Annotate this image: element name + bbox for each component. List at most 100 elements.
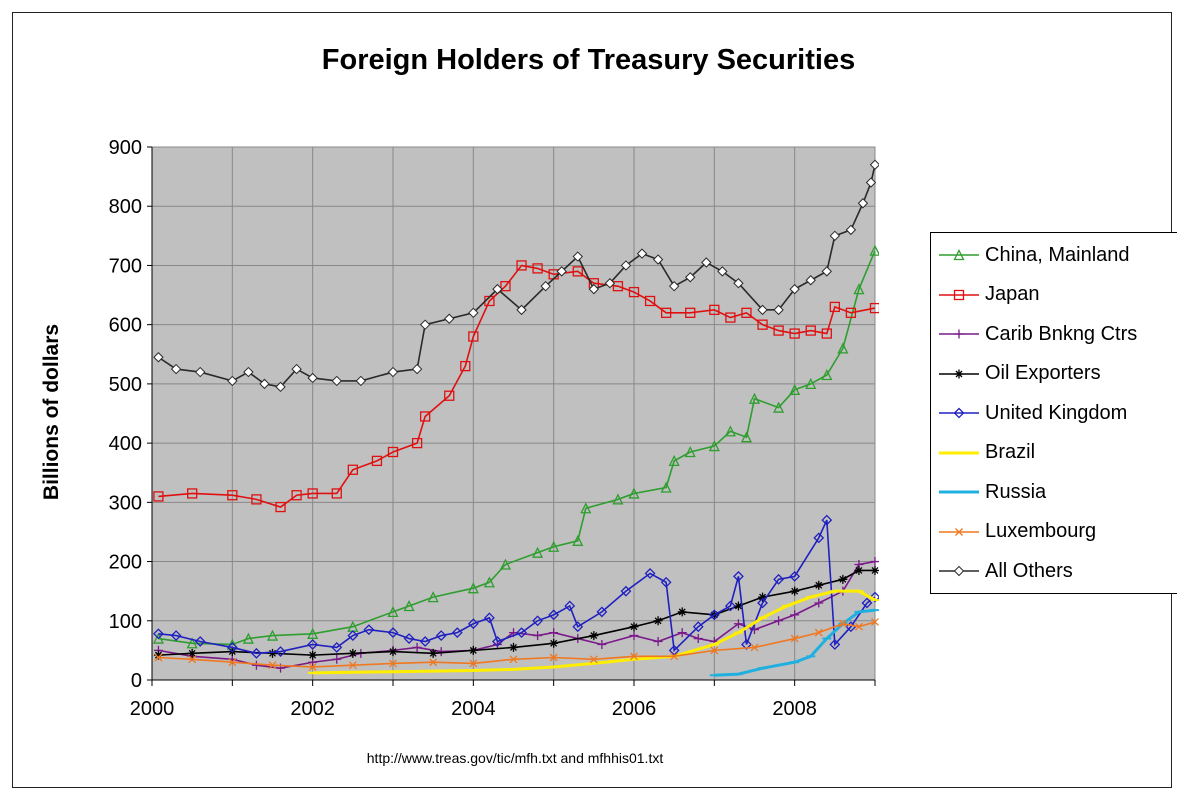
data-point — [435, 630, 447, 642]
data-point — [275, 646, 286, 657]
data-point — [291, 490, 302, 501]
data-point — [629, 631, 639, 641]
data-point — [154, 653, 163, 662]
legend-item-brazil: Brazil — [931, 439, 1035, 467]
data-point — [516, 627, 527, 639]
data-point — [152, 632, 164, 644]
data-point — [644, 295, 656, 307]
legend-item-all-others: All Others — [931, 557, 1073, 585]
data-point — [821, 266, 833, 277]
data-point — [499, 558, 512, 570]
legend-swatch-marker — [953, 407, 965, 419]
data-point — [460, 360, 471, 372]
data-point — [153, 628, 164, 640]
data-point — [670, 652, 679, 661]
legend-item-united-kingdom: United Kingdom — [931, 399, 1127, 427]
data-point — [805, 275, 816, 286]
data-point — [387, 605, 399, 618]
legend-swatch — [939, 565, 979, 577]
data-point — [717, 266, 728, 277]
data-point — [532, 546, 544, 558]
data-point — [411, 437, 423, 449]
legend-swatch — [939, 249, 979, 261]
data-point — [275, 381, 286, 393]
data-point — [572, 534, 584, 546]
legend-swatch-marker — [954, 329, 964, 339]
data-point — [403, 633, 415, 644]
data-point — [758, 592, 768, 602]
data-point — [355, 375, 367, 387]
legend-label: China, Mainland — [985, 243, 1130, 266]
data-point — [653, 637, 663, 647]
series-all-others — [153, 159, 879, 393]
data-point — [693, 634, 703, 644]
data-point — [813, 532, 825, 544]
data-point — [532, 615, 544, 627]
data-point — [708, 609, 720, 621]
data-point — [708, 440, 720, 452]
data-point — [509, 655, 518, 664]
data-point — [387, 446, 399, 458]
legend-swatch — [939, 289, 979, 300]
data-point — [845, 307, 857, 318]
data-point — [660, 481, 672, 493]
series-oil-exporters — [153, 565, 879, 660]
data-point — [419, 319, 431, 330]
legend-swatch-marker — [955, 527, 963, 536]
data-point — [194, 636, 206, 647]
data-point — [227, 490, 238, 501]
chart-title: Foreign Holders of Treasury Securities — [321, 44, 856, 76]
data-point — [865, 177, 877, 188]
data-point — [757, 319, 768, 330]
data-point — [532, 263, 543, 274]
data-point — [371, 455, 383, 467]
legend-label: Brazil — [985, 441, 1036, 463]
y-tick-label: 400 — [109, 433, 142, 455]
data-point — [572, 266, 583, 277]
data-point — [444, 390, 455, 401]
data-point — [429, 658, 438, 667]
data-point — [308, 663, 317, 671]
legend-swatch-marker — [953, 565, 965, 577]
data-point — [612, 493, 624, 505]
data-point — [403, 600, 415, 612]
series-china-mainland — [152, 244, 879, 650]
data-point — [620, 585, 632, 597]
data-point — [266, 629, 279, 641]
data-point — [684, 446, 696, 458]
series-japan — [153, 260, 879, 513]
data-point — [363, 624, 375, 636]
legend-item-russia: Russia — [931, 478, 1046, 506]
data-point — [307, 627, 319, 639]
data-point — [630, 652, 638, 661]
series-line-china-mainland — [158, 250, 876, 646]
data-point — [589, 655, 598, 664]
data-point — [548, 609, 560, 621]
data-point — [243, 366, 254, 378]
data-point — [153, 352, 164, 363]
x-tick-label: 2008 — [772, 698, 817, 720]
data-point — [677, 628, 687, 638]
data-point — [653, 616, 663, 626]
legend-swatch-marker — [954, 369, 964, 378]
data-point — [838, 574, 848, 584]
legend-label: Russia — [985, 480, 1047, 503]
data-point — [790, 586, 800, 596]
legend-swatch — [939, 451, 979, 454]
data-point — [829, 639, 841, 650]
legend-swatch — [939, 407, 979, 419]
y-tick-label: 100 — [109, 611, 142, 633]
data-point — [251, 647, 262, 659]
legend-swatch — [939, 329, 979, 339]
data-point — [685, 272, 696, 283]
data-point — [451, 627, 463, 639]
legend-swatch-marker — [953, 249, 965, 261]
data-point — [419, 636, 431, 647]
data-point — [869, 244, 879, 256]
data-point — [467, 582, 479, 594]
data-point — [468, 645, 478, 655]
data-point — [725, 312, 736, 323]
data-point — [660, 576, 672, 588]
data-point — [549, 653, 558, 662]
data-point — [668, 280, 680, 292]
